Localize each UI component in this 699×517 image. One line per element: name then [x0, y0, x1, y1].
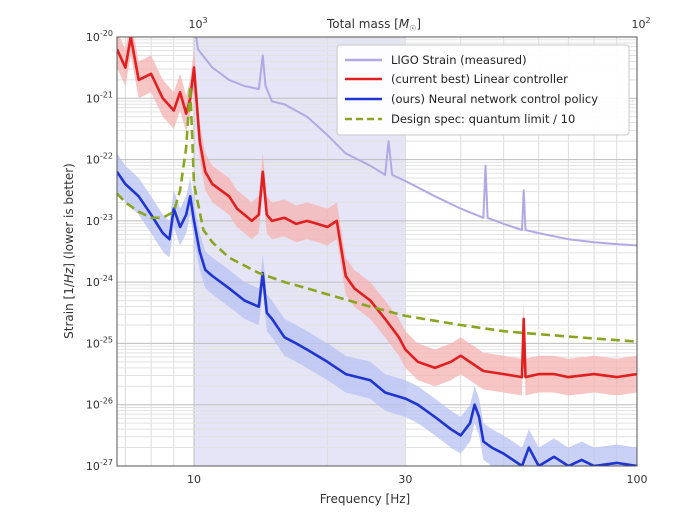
y-tick-label: 10-23	[86, 213, 113, 228]
y-axis-label: Strain [1/Hz] (lower is better)	[62, 163, 76, 339]
series-line-1	[117, 37, 637, 379]
legend-box	[336, 44, 630, 136]
top-tick-label: 102	[631, 16, 650, 31]
y-tick-label: 10-20	[86, 29, 113, 44]
series-layer	[117, 37, 637, 466]
y-tick-label: 10-22	[86, 152, 113, 167]
legend-label-ligo: LIGO Strain (measured)	[391, 53, 527, 67]
x-axis-label: Frequency [Hz]	[320, 492, 411, 506]
series-line-0	[195, 37, 637, 247]
x-tick-label: 10	[187, 473, 201, 486]
y-tick-label: 10-26	[86, 397, 113, 412]
series-line-2	[117, 171, 637, 466]
plot-frame	[116, 36, 638, 467]
axes: 10 30 100 103 102 10-20 10-21 10-22 10-23 10-24 10…	[86, 16, 651, 486]
top-axis-label: Total mass [M☉]	[326, 17, 421, 33]
series-band-2	[117, 153, 637, 466]
y-tick-label: 10-25	[86, 335, 113, 350]
legend-label-neural: (ours) Neural network control policy	[391, 92, 598, 106]
y-tick-label: 10-27	[86, 458, 113, 473]
x-tick-label: 30	[398, 473, 412, 486]
y-tick-label: 10-21	[86, 90, 113, 105]
legend-label-linear: (current best) Linear controller	[391, 72, 568, 86]
x-tick-label: 100	[627, 473, 648, 486]
series-line-3	[117, 84, 637, 343]
legend: LIGO Strain (measured) (current best) Li…	[336, 44, 630, 136]
series-band-1	[117, 37, 637, 396]
y-tick-label: 10-24	[86, 274, 113, 289]
top-tick-label: 103	[188, 16, 207, 31]
legend-label-design-spec: Design spec: quantum limit / 10	[391, 112, 575, 126]
